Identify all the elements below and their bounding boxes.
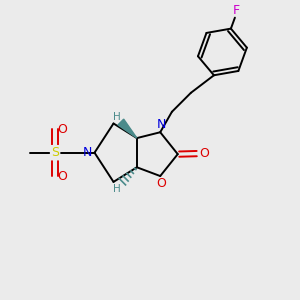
Text: H: H bbox=[112, 184, 120, 194]
Text: O: O bbox=[157, 177, 166, 190]
Text: O: O bbox=[58, 123, 67, 136]
Text: O: O bbox=[58, 169, 67, 182]
Text: F: F bbox=[233, 4, 240, 17]
Text: N: N bbox=[157, 118, 166, 131]
Text: N: N bbox=[82, 146, 92, 159]
Text: O: O bbox=[200, 147, 209, 160]
Polygon shape bbox=[118, 119, 137, 138]
Text: S: S bbox=[51, 146, 59, 159]
Text: H: H bbox=[112, 112, 120, 122]
